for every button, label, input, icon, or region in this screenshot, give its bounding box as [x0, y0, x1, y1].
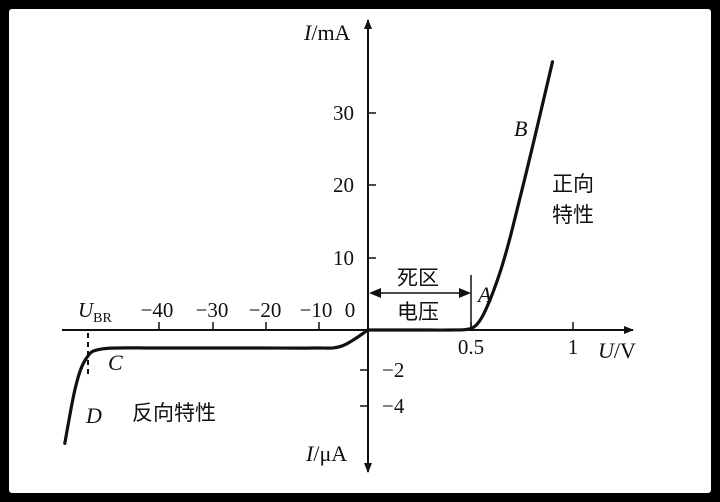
y-axis-upper-title: I/mA — [303, 20, 351, 45]
y-tick-label-10: 10 — [333, 246, 354, 270]
y-axis-lower-title: I/μA — [305, 441, 347, 466]
forward-curve — [366, 60, 555, 332]
x-axis-title: U/V — [598, 338, 636, 363]
breakdown-voltage-label: UBR — [78, 298, 113, 326]
reverse-label: 反向特性 — [132, 401, 216, 425]
x-tick-label-0.5: 0.5 — [458, 335, 484, 359]
watermark-text: 知乎用户 — [616, 473, 676, 491]
y-tick-label-30: 30 — [333, 101, 354, 125]
x-tick-label-neg10: −10 — [300, 298, 333, 322]
point-label-C: C — [108, 350, 123, 375]
iv-characteristic-diagram: I/mA I/μA U/V 10 20 30 −2 −4 0.5 1 −40 −… — [62, 19, 676, 491]
point-label-D: D — [85, 403, 102, 428]
dead-zone-arrowhead-right — [459, 288, 471, 298]
x-tick-label-neg20: −20 — [249, 298, 282, 322]
x-tick-label-neg30: −30 — [196, 298, 229, 322]
x-tick-label-0: 0 — [345, 298, 356, 322]
x-tick-label-neg40: −40 — [141, 298, 174, 322]
diagram-frame: I/mA I/μA U/V 10 20 30 −2 −4 0.5 1 −40 −… — [9, 9, 711, 493]
x-tick-label-1: 1 — [568, 335, 579, 359]
dead-zone-label-line2: 电压 — [397, 300, 439, 324]
dead-zone-arrowhead-left — [369, 288, 381, 298]
dead-zone-label-line1: 死区 — [397, 266, 439, 290]
reverse-curve — [63, 328, 370, 445]
forward-label-line2: 特性 — [552, 203, 594, 227]
y-tick-label-neg2: −2 — [382, 358, 404, 382]
point-label-B: B — [514, 116, 527, 141]
y-tick-label-20: 20 — [333, 173, 354, 197]
forward-label-line1: 正向 — [552, 172, 594, 196]
y-tick-label-neg4: −4 — [382, 394, 405, 418]
